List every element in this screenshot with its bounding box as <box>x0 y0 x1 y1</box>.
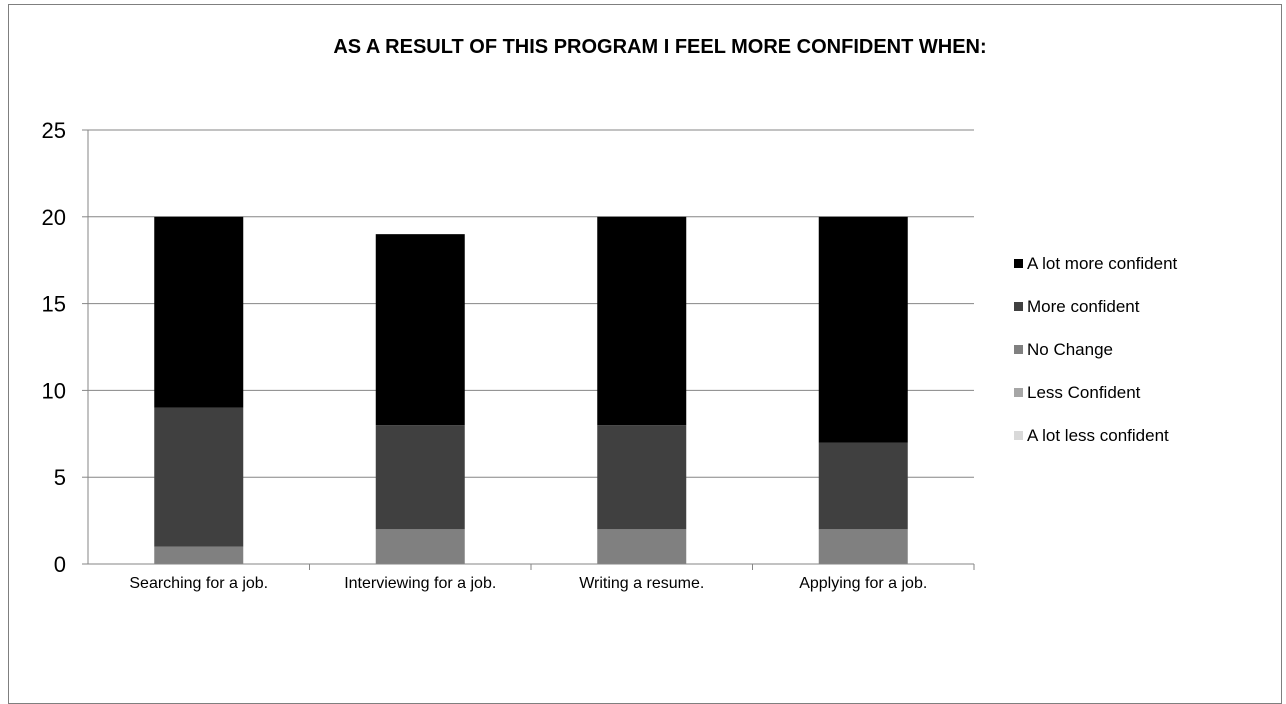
y-tick-label: 5 <box>54 465 66 490</box>
legend-swatch <box>1014 431 1023 440</box>
legend-label: No Change <box>1027 340 1113 359</box>
bar-segment <box>597 425 687 530</box>
legend-label: More confident <box>1027 297 1140 316</box>
stacked-bar-chart: AS A RESULT OF THIS PROGRAM I FEEL MORE … <box>42 36 1178 592</box>
y-tick-label: 25 <box>42 118 66 143</box>
x-tick-label: Interviewing for a job. <box>344 575 496 592</box>
chart-title: AS A RESULT OF THIS PROGRAM I FEEL MORE … <box>333 36 986 58</box>
y-tick-label: 20 <box>42 205 66 230</box>
x-tick-label: Applying for a job. <box>799 575 927 592</box>
bar-segment <box>375 529 465 564</box>
bar-segment <box>154 546 244 564</box>
y-tick-label: 0 <box>54 552 66 577</box>
x-axis-labels: Searching for a job. Interviewing for a j… <box>129 564 975 592</box>
bar-segment <box>818 216 908 443</box>
bar-segment <box>375 234 465 426</box>
bar-segment <box>597 529 687 564</box>
bar-segment <box>154 407 244 547</box>
x-tick-label: Writing a resume. <box>579 575 704 592</box>
legend-swatch <box>1014 302 1023 311</box>
legend-label: A lot more confident <box>1027 254 1178 273</box>
bar-segment <box>154 216 244 408</box>
bar-segment <box>818 529 908 564</box>
legend-swatch <box>1014 345 1023 354</box>
legend-swatch <box>1014 388 1023 397</box>
y-tick-label: 10 <box>42 378 66 403</box>
bar-segment <box>597 216 687 426</box>
legend-swatch <box>1014 259 1023 268</box>
bars <box>154 216 908 564</box>
y-tick-label: 15 <box>42 292 66 317</box>
legend-label: Less Confident <box>1027 383 1141 402</box>
legend-label: A lot less confident <box>1027 426 1169 445</box>
x-tick-label: Searching for a job. <box>129 575 268 592</box>
bar-segment <box>375 425 465 530</box>
legend: A lot more confident More confident No Cha… <box>1014 254 1178 445</box>
bar-segment <box>818 442 908 530</box>
y-axis-ticks: 0 5 10 15 20 25 <box>42 118 88 577</box>
